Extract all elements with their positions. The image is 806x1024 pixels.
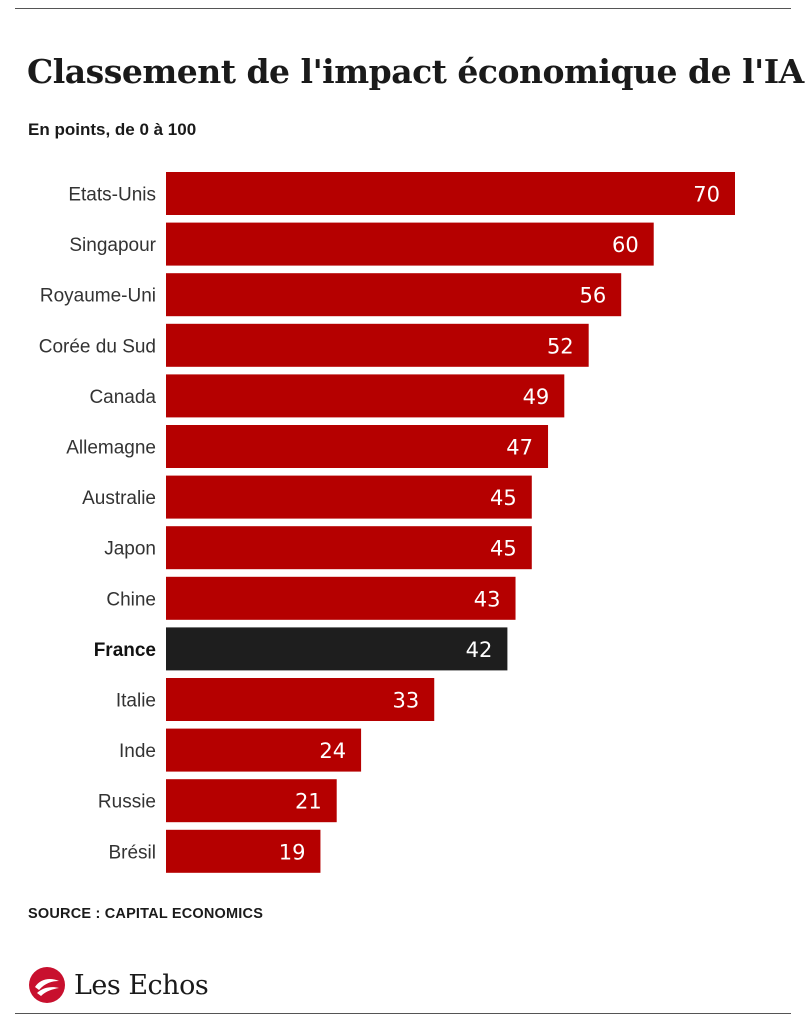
bar-chart: Etats-Unis 70 Singapour 60 Royaume-Uni 56 Coré… [0,165,806,885]
les-echos-logo-icon [29,967,65,1003]
category-label: France [94,640,156,661]
value-label: 52 [547,334,574,358]
bar-chart-svg: Etats-Unis 70 Singapour 60 Royaume-Uni 56 Coré… [39,172,735,873]
category-label: Australie [82,488,156,509]
value-label: 56 [579,284,606,308]
top-rule [15,8,791,9]
category-label: Royaume-Uni [40,286,156,307]
category-label: Brésil [108,842,156,863]
bar-10 [166,678,435,721]
category-label: Etats-Unis [68,185,156,206]
value-label: 45 [490,537,517,561]
bar-12 [166,779,337,823]
value-label: 42 [466,638,493,662]
bottom-rule [15,1013,791,1014]
category-label: Russie [98,792,156,813]
value-label: 49 [523,385,550,409]
category-label: Japon [104,539,156,560]
value-label: 21 [295,790,322,814]
bar-11 [166,728,362,772]
value-label: 43 [474,587,501,611]
brand-name: Les Echos [74,969,209,1001]
category-label: Allemagne [66,438,156,459]
value-label: 47 [506,436,533,460]
bar-2 [166,273,622,317]
value-label: 60 [612,233,639,257]
brand-logo: Les Echos [28,962,209,1008]
value-label: 70 [693,183,720,207]
category-label: Corée du Sud [39,336,156,357]
category-label: Canada [89,387,156,408]
bar-1 [166,222,654,266]
bar-13 [166,829,321,873]
bar-5 [166,425,549,468]
bar-3 [166,323,589,367]
category-label: Italie [116,691,156,712]
category-label: Singapour [69,235,156,256]
value-label: 33 [393,689,420,713]
source-note: SOURCE : CAPITAL ECONOMICS [28,906,264,922]
value-label: 45 [490,486,517,510]
bar-highlight-9 [166,627,508,671]
category-label: Inde [119,741,156,762]
chart-title: Classement de l'impact économique de l'I… [27,52,804,91]
category-label: Chine [106,589,156,610]
chart-subtitle: En points, de 0 à 100 [28,120,197,139]
value-label: 24 [319,739,346,763]
bar-4 [166,374,565,418]
bar-7 [166,526,532,570]
bar-8 [166,576,516,620]
bar-0 [166,172,735,215]
bar-6 [166,475,532,519]
value-label: 19 [279,840,306,864]
